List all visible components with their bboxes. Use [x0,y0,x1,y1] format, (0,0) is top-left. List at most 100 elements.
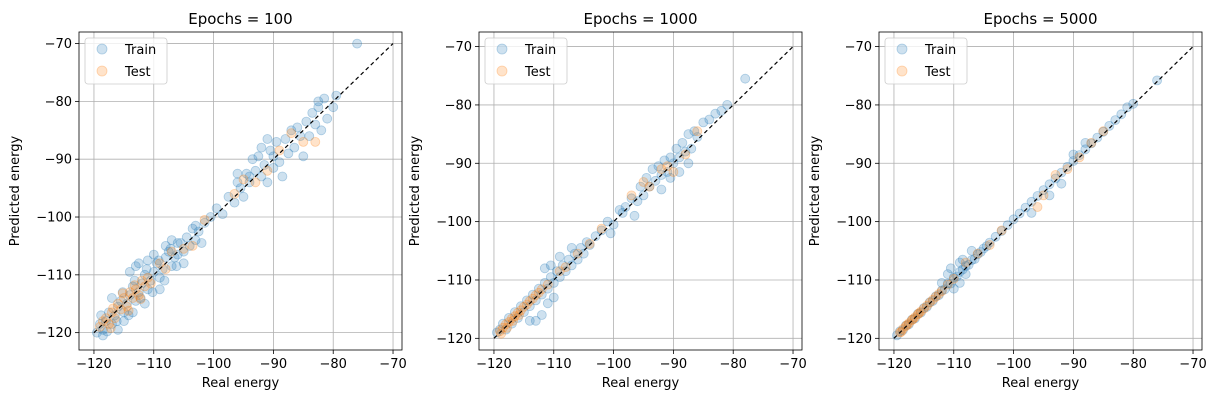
data-point-train [223,191,234,202]
data-point-test [533,287,544,298]
data-point-test [100,313,111,324]
data-point-train [602,216,613,227]
data-point-train [1020,202,1031,213]
data-point-test [942,279,953,290]
data-point-test [124,287,135,298]
data-point-train [187,223,198,234]
data-point-train [133,258,144,269]
x-tick-label: −120 [876,357,912,372]
data-point-train [894,326,905,337]
data-point-test [680,149,691,160]
data-point-train [740,73,751,84]
data-point-test [119,293,129,303]
data-point-train [268,162,279,173]
data-point-train [175,238,186,248]
data-point-train [171,261,182,272]
data-point-train [119,307,129,318]
data-point-test [97,316,108,327]
data-point-train [153,255,164,266]
x-tick-label: −90 [1060,357,1087,372]
data-point-train [250,165,261,176]
data-point-train [1014,208,1025,219]
data-point-train [671,143,682,154]
data-point-train [948,283,959,294]
data-point-train [172,249,183,260]
data-point-train [942,278,953,289]
data-point-train [692,132,703,142]
data-point-train [256,142,267,153]
data-point-train [262,134,273,144]
data-point-train [641,172,652,183]
data-point-train [172,238,183,248]
plot-frame [478,31,803,351]
data-point-test [972,248,983,259]
data-point-train [277,171,288,182]
data-point-train [948,272,959,283]
data-point-train [960,269,971,280]
data-point-train [981,241,992,252]
data-point-train [127,281,138,292]
data-point-train [527,289,538,300]
data-point-train [1116,109,1127,120]
data-point-train [151,258,162,269]
y-axis-label: Predicted energy [8,135,23,246]
data-point-test [122,301,132,312]
data-point-test [262,165,273,176]
data-point-train [957,254,968,265]
data-point-train [590,231,601,242]
data-point-test [123,305,134,316]
data-point-train [154,272,165,283]
data-point-train [259,160,270,170]
y-tick-label: −110 [836,273,872,288]
y-tick-label: −70 [45,37,72,52]
data-point-train [566,260,577,271]
data-point-train [205,212,216,222]
data-point-test [502,322,513,333]
data-point-train [94,319,105,329]
data-point-test [507,313,517,324]
data-point-test [522,299,532,310]
data-point-train [271,137,282,147]
x-tick-label: −100 [596,357,632,372]
x-tick-label: −80 [719,357,746,372]
data-point-train [283,148,294,159]
data-point-train [280,134,291,144]
data-point-train [313,102,324,113]
data-point-train [530,315,541,326]
data-point-train [274,157,285,168]
data-point-train [954,257,965,268]
data-point-train [689,126,700,137]
data-point-train [142,284,153,295]
data-point-train [936,277,947,288]
data-point-test [527,293,538,304]
y-tick-label: −70 [845,40,872,55]
data-point-test [519,301,529,312]
data-point-train [954,266,965,277]
x-axis-label: Real energy [202,376,280,391]
data-point-train [148,249,159,260]
data-point-train [566,242,577,253]
data-point-train [147,287,158,298]
legend: Train Test [484,37,568,85]
data-point-train [1080,144,1091,155]
legend: Train Test [884,37,968,85]
data-point-train [190,235,201,246]
x-tick-label: −100 [996,357,1032,372]
data-point-test [145,278,156,289]
data-point-train [1104,121,1115,131]
legend-marker-test [496,65,508,77]
data-point-train [620,202,631,212]
identity-reference-line [93,43,394,334]
y-tick-label: −80 [445,98,472,113]
data-point-train [135,293,146,303]
data-point-train [491,327,502,338]
data-point-test [160,264,171,275]
y-tick-label: −80 [845,98,872,113]
x-tick-label: −80 [319,357,346,372]
chart-title: Epochs = 5000 [983,10,1097,28]
data-point-test [948,273,959,284]
data-point-train [930,291,941,302]
data-point-train [542,283,553,294]
data-point-train [238,191,249,202]
data-point-train [97,324,108,335]
